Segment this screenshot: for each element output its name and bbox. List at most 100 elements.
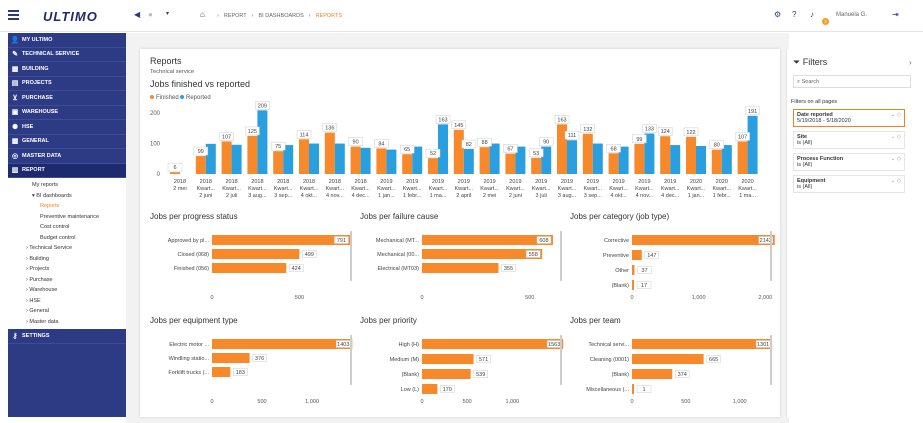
data-label: 84 (378, 141, 384, 147)
bar (632, 235, 775, 245)
subnav-item[interactable]: My reports (32, 182, 58, 188)
bar (422, 369, 471, 379)
data-label: 53 (533, 151, 539, 157)
breadcrumb-item[interactable]: BI DASHBOARDS (258, 13, 304, 19)
data-label-box (657, 126, 673, 136)
back-icon[interactable]: ◀ (134, 10, 141, 19)
help-icon[interactable]: ? (792, 10, 797, 19)
gear-icon[interactable]: ⚙ (774, 10, 782, 19)
funnel-icon: ⏷ (793, 57, 801, 67)
subnav-item[interactable]: › Projects (26, 266, 50, 272)
logo-bar: ULTIMO (0, 0, 126, 32)
bar (422, 235, 553, 245)
subnav-item[interactable]: Preventive maintenance (40, 213, 100, 220)
x-tick-label: 1,000 (505, 399, 519, 405)
subnav-item[interactable]: › Purchase (26, 276, 53, 283)
subnav-item[interactable]: Reports (40, 203, 60, 209)
filter-menu-icon[interactable]: ⌄ ◇ (890, 156, 901, 162)
x-tick-label: 2019 (406, 179, 418, 185)
nav-item-technical-service[interactable]: ✎ TECHNICAL SERVICE (8, 48, 126, 62)
x-tick-label: 3 juli (536, 193, 547, 199)
sidebar: ULTIMO 👤 MY ULTIMO ✎ TECHNICAL SERVICE ▦ BUIL… (0, 0, 126, 423)
data-label-box (440, 385, 455, 393)
nav-item-warehouse[interactable]: ▣ WAREHOUSE (8, 106, 126, 120)
data-label: 424 (292, 266, 301, 272)
chevron-down-icon[interactable]: ▾ (166, 11, 170, 17)
data-label-box (193, 146, 209, 156)
nav-item-hse[interactable]: ✺ HSE (8, 120, 126, 135)
data-label-box (735, 132, 750, 141)
category-label: Approved by pl... (168, 238, 210, 244)
x-tick-label: Kwart... (506, 186, 525, 192)
logout-icon[interactable]: ⇥ (892, 10, 899, 19)
hamburger-icon[interactable] (8, 10, 19, 21)
category-label: Mechanical (MT... (376, 238, 420, 244)
x-tick-label: 3 sep... (584, 193, 603, 199)
nav-item-master-data[interactable]: ◎ MASTER DATA (8, 149, 126, 164)
legend-reported-swatch (180, 95, 184, 99)
data-label: 99 (636, 137, 642, 143)
data-label-box (219, 132, 234, 141)
data-label-box (302, 250, 317, 258)
bar-finished (453, 129, 464, 174)
bar (212, 263, 287, 273)
nav-item-general[interactable]: ▦ GENERAL (8, 135, 126, 149)
breadcrumb-item[interactable]: REPORT (223, 13, 247, 19)
filter-item[interactable]: Process Function is (All) ⌄ ◇ (793, 153, 905, 171)
subnav-item[interactable]: › Warehouse (26, 287, 58, 293)
scrollbar (560, 231, 562, 281)
bar-reported (309, 143, 319, 174)
subnav-item[interactable]: ▾ BI dashboards (32, 192, 72, 199)
notification-badge: 2 (822, 18, 829, 25)
filter-item[interactable]: Equipment is (All) ⌄ ◇ (793, 175, 905, 193)
x-tick-label: 2019 (380, 179, 392, 185)
x-tick-label: 1 ma... (739, 193, 756, 199)
filter-item[interactable]: Date reported 5/19/2018 - 5/18/2020 ⌄ ◇ (793, 109, 905, 127)
x-tick-label: Kwart... (377, 186, 396, 192)
home-icon[interactable]: ⌂ (200, 10, 205, 19)
nav-item-settings[interactable]: ⚷ SETTINGS (8, 329, 126, 344)
warehouse-icon: ▣ (11, 109, 19, 117)
filter-menu-icon[interactable]: ⌄ ◇ (890, 178, 901, 184)
nav-item-report[interactable]: ▥ REPORT (8, 163, 126, 178)
x-tick-label: 2019 (509, 179, 521, 185)
nav-item-my-ultimo[interactable]: 👤 MY ULTIMO (8, 33, 126, 48)
subnav-item[interactable]: › Building (26, 255, 49, 262)
subnav-item[interactable]: › Master data (26, 318, 59, 325)
subnav-item[interactable]: › Technical Service (26, 245, 73, 251)
category-label: Cleaning (0001) (590, 357, 629, 363)
bar-reported (541, 146, 552, 174)
filter-menu-icon[interactable]: ⌄ ◇ (890, 134, 901, 140)
data-label: 17 (641, 283, 647, 289)
data-label-box (473, 370, 488, 378)
search-input[interactable]: ⌕ Search (793, 75, 911, 88)
subnav-item[interactable]: › HSE (26, 297, 41, 304)
bell-icon[interactable]: ♪ (810, 10, 814, 19)
data-label: 122 (686, 130, 695, 136)
legend-finished-swatch (150, 95, 154, 99)
x-tick-label: Kwart... (222, 186, 241, 192)
filter-name: Date reported (797, 112, 833, 118)
subnav-item[interactable]: Budget control (40, 234, 76, 241)
user-name[interactable]: Manuela G. (836, 12, 868, 18)
subnav-item[interactable]: Cost control (40, 224, 70, 230)
x-tick-label: Kwart... (248, 186, 267, 192)
subnav-item[interactable]: › General (26, 308, 49, 314)
filter-value: is (All) (797, 162, 813, 168)
filter-menu-icon[interactable]: ⌄ ◇ (890, 112, 901, 118)
nav-item-projects[interactable]: ▤ PROJECTS (8, 77, 126, 91)
y-tick-label: 0 (157, 172, 161, 178)
chevron-right-icon[interactable]: › (909, 58, 912, 67)
data-label: 376 (255, 356, 264, 362)
data-label: 125 (248, 129, 257, 135)
bar-finished (582, 133, 593, 174)
filter-item[interactable]: Site is (All) ⌄ ◇ (793, 131, 905, 149)
nav-item-purchase[interactable]: ⊻ PURCHASE (8, 91, 126, 106)
nav-item-building[interactable]: ▦ BUILDING (8, 62, 126, 77)
data-label: 191 (748, 109, 757, 115)
category-label: Closed (068) (178, 252, 210, 258)
data-label: 791 (337, 238, 346, 244)
data-label: 147 (647, 253, 656, 259)
forward-icon[interactable]: ● (148, 10, 153, 19)
data-label: 90 (543, 140, 549, 146)
